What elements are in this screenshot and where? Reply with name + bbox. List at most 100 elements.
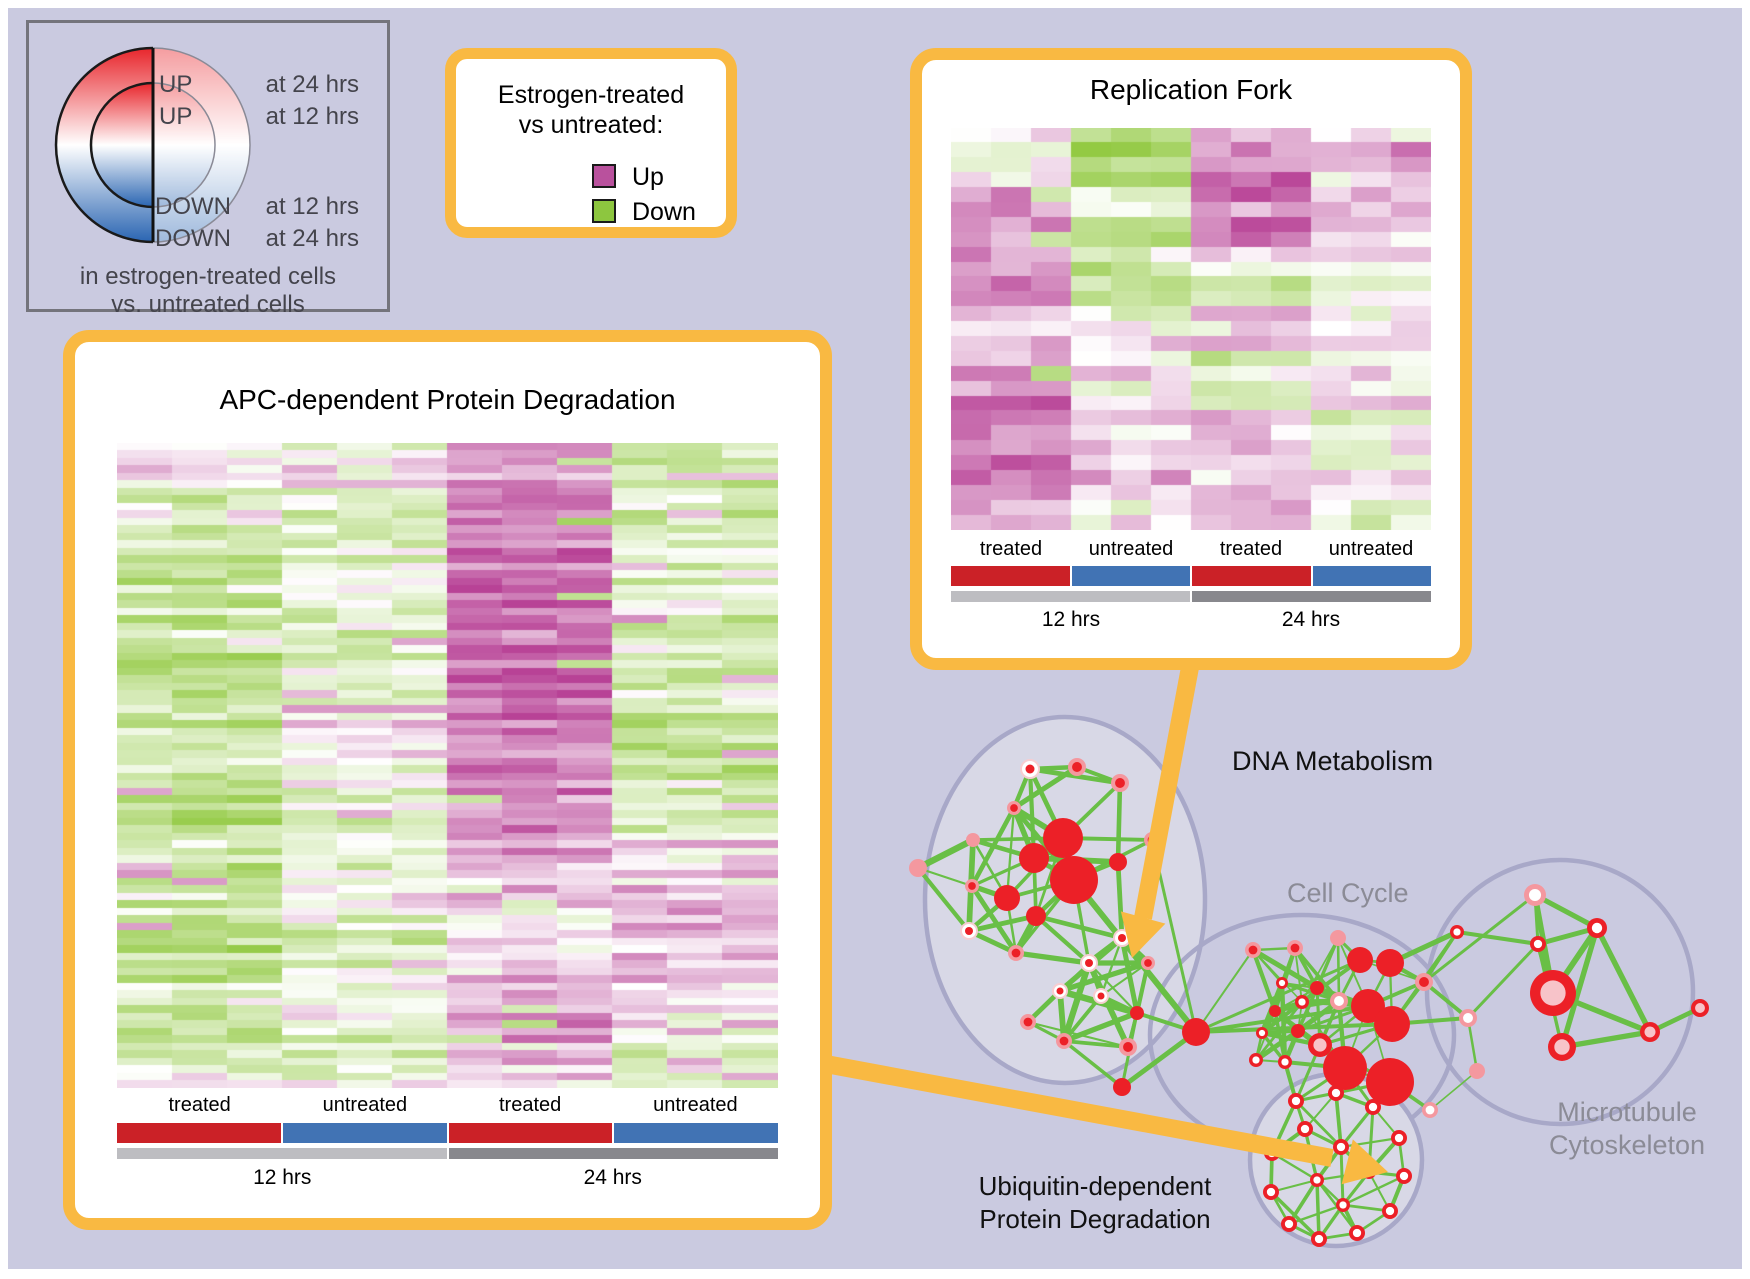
gene-node-red <box>1366 1058 1414 1106</box>
updown-legend-title-line2: vs untreated: <box>518 111 664 139</box>
network-edge <box>916 866 974 888</box>
gene-node-red <box>1291 1024 1305 1038</box>
network-edge <box>1253 1028 1301 1063</box>
gene-node-core <box>1554 1039 1570 1055</box>
gene-node-core <box>1290 943 1300 953</box>
gene-node-core <box>1425 1105 1435 1115</box>
gene-node-red <box>1050 856 1098 904</box>
gene-node-core <box>1336 1142 1346 1152</box>
gene-node-core <box>1056 987 1064 995</box>
network-edge <box>1194 958 1362 1034</box>
network-edge <box>1100 962 1149 997</box>
gene-node-core <box>1010 804 1018 812</box>
gene-node-red <box>1109 853 1127 871</box>
time-label-24hrs: 24 hrs <box>1281 608 1341 631</box>
ring-legend-box: UP at 24 hrs UP at 12 hrs DOWN at 12 hrs… <box>26 20 390 318</box>
network-edge <box>1194 1004 1370 1034</box>
replication-time-labels: 12 hrs 24 hrs <box>951 608 1431 632</box>
network-edge <box>1057 988 1067 1044</box>
network-edge <box>969 883 1019 956</box>
untreated-bar <box>282 1123 447 1143</box>
network-edge <box>1252 949 1303 1003</box>
network-edge <box>1071 877 1199 1035</box>
network-edge <box>1061 1010 1140 1044</box>
gene-node-core <box>1291 1096 1301 1106</box>
network-edge <box>1339 1136 1401 1149</box>
legend-down-outer: DOWN <box>155 225 231 252</box>
group-label: treated <box>168 1094 231 1116</box>
gene-node-core <box>1011 948 1021 958</box>
group-label: treated <box>1219 538 1283 560</box>
treated-bar <box>117 1123 281 1143</box>
network-edge <box>1422 980 1470 1020</box>
time-bar-24hrs <box>448 1148 778 1159</box>
gene-node-red <box>1019 843 1049 873</box>
network-edge <box>1315 1178 1321 1241</box>
gene-node-core <box>965 927 973 935</box>
legend-footer-line2: vs. untreated cells <box>111 291 305 318</box>
network-edge <box>1099 936 1124 998</box>
network-edge <box>1027 1021 1129 1048</box>
updown-legend-title-line1: Estrogen-treated <box>497 81 685 109</box>
treated-bar <box>951 566 1070 586</box>
ubiquitin-label-line1: Ubiquitin-dependent <box>978 1171 1212 1201</box>
gene-node-core <box>1278 979 1286 987</box>
gene-node-core <box>1419 977 1429 987</box>
network-edge <box>1033 913 1092 966</box>
time-label-24hrs: 24 hrs <box>583 1166 642 1189</box>
network-edge <box>1250 947 1320 991</box>
replication-group-labels: treated untreated treated untreated <box>951 538 1431 561</box>
untreated-bar <box>1312 566 1431 586</box>
inner-left-arc <box>89 81 154 209</box>
network-edge <box>1466 942 1540 1020</box>
gene-node-core <box>1352 1228 1362 1238</box>
gene-node-core <box>1248 945 1258 955</box>
network-edge <box>1195 949 1254 1033</box>
gene-node-red <box>1269 1005 1281 1017</box>
network-edge <box>1334 1091 1343 1149</box>
gene-node-core <box>1123 1042 1133 1052</box>
ubiquitin-label-line2: Protein Degradation <box>979 1204 1211 1234</box>
down-color-swatch <box>592 199 616 223</box>
network-edge <box>1339 1105 1375 1149</box>
apc-heatmap-panel: APC-dependent Protein Degradation treate… <box>63 330 832 1230</box>
outer-left-arc <box>54 46 154 244</box>
apc-time-labels: 12 hrs 24 hrs <box>117 1166 778 1190</box>
group-label: untreated <box>1328 538 1414 560</box>
gene-node-core <box>1368 1102 1378 1112</box>
gene-node-core <box>1313 1038 1327 1052</box>
annotation-arrow-head <box>1120 911 1166 958</box>
replication-fork-panel: Replication Fork treated untreated treat… <box>910 48 1472 670</box>
gene-node-core <box>1266 1187 1276 1197</box>
gene-node-red <box>1376 949 1404 977</box>
gene-node-core <box>1453 928 1461 936</box>
network-edge <box>1532 892 1600 931</box>
network-edge <box>1535 925 1600 947</box>
gene-node-core <box>1281 1058 1289 1066</box>
gene-node-core <box>1644 1026 1656 1038</box>
network-edge <box>1559 1029 1653 1050</box>
legend-down-inner-time: at 12 hrs <box>265 193 359 220</box>
gene-node-red <box>1323 1046 1367 1090</box>
network-edge <box>966 913 1039 934</box>
replication-group-bars <box>951 566 1431 586</box>
gene-node-pink <box>1469 1063 1485 1079</box>
gene-node-core <box>1258 1029 1266 1037</box>
network-edge <box>1594 925 1653 1035</box>
network-edge <box>1063 1040 1129 1048</box>
network-edge <box>1455 930 1540 946</box>
network-edge <box>1115 780 1123 865</box>
legend-down-outer-time: at 24 hrs <box>265 225 359 252</box>
gene-node-core <box>1385 1206 1395 1216</box>
gene-node-core <box>1298 998 1306 1006</box>
legend-up-inner: UP <box>159 103 193 130</box>
gene-node-pink <box>909 859 927 877</box>
network-edge <box>1013 950 1092 966</box>
gene-node-core <box>1072 762 1082 772</box>
gene-node-core <box>1591 922 1603 934</box>
gene-node-red <box>1113 1078 1131 1096</box>
gene-node-core <box>1331 1088 1341 1098</box>
gene-node-pink <box>1330 930 1346 946</box>
gene-node-red <box>1351 989 1385 1023</box>
